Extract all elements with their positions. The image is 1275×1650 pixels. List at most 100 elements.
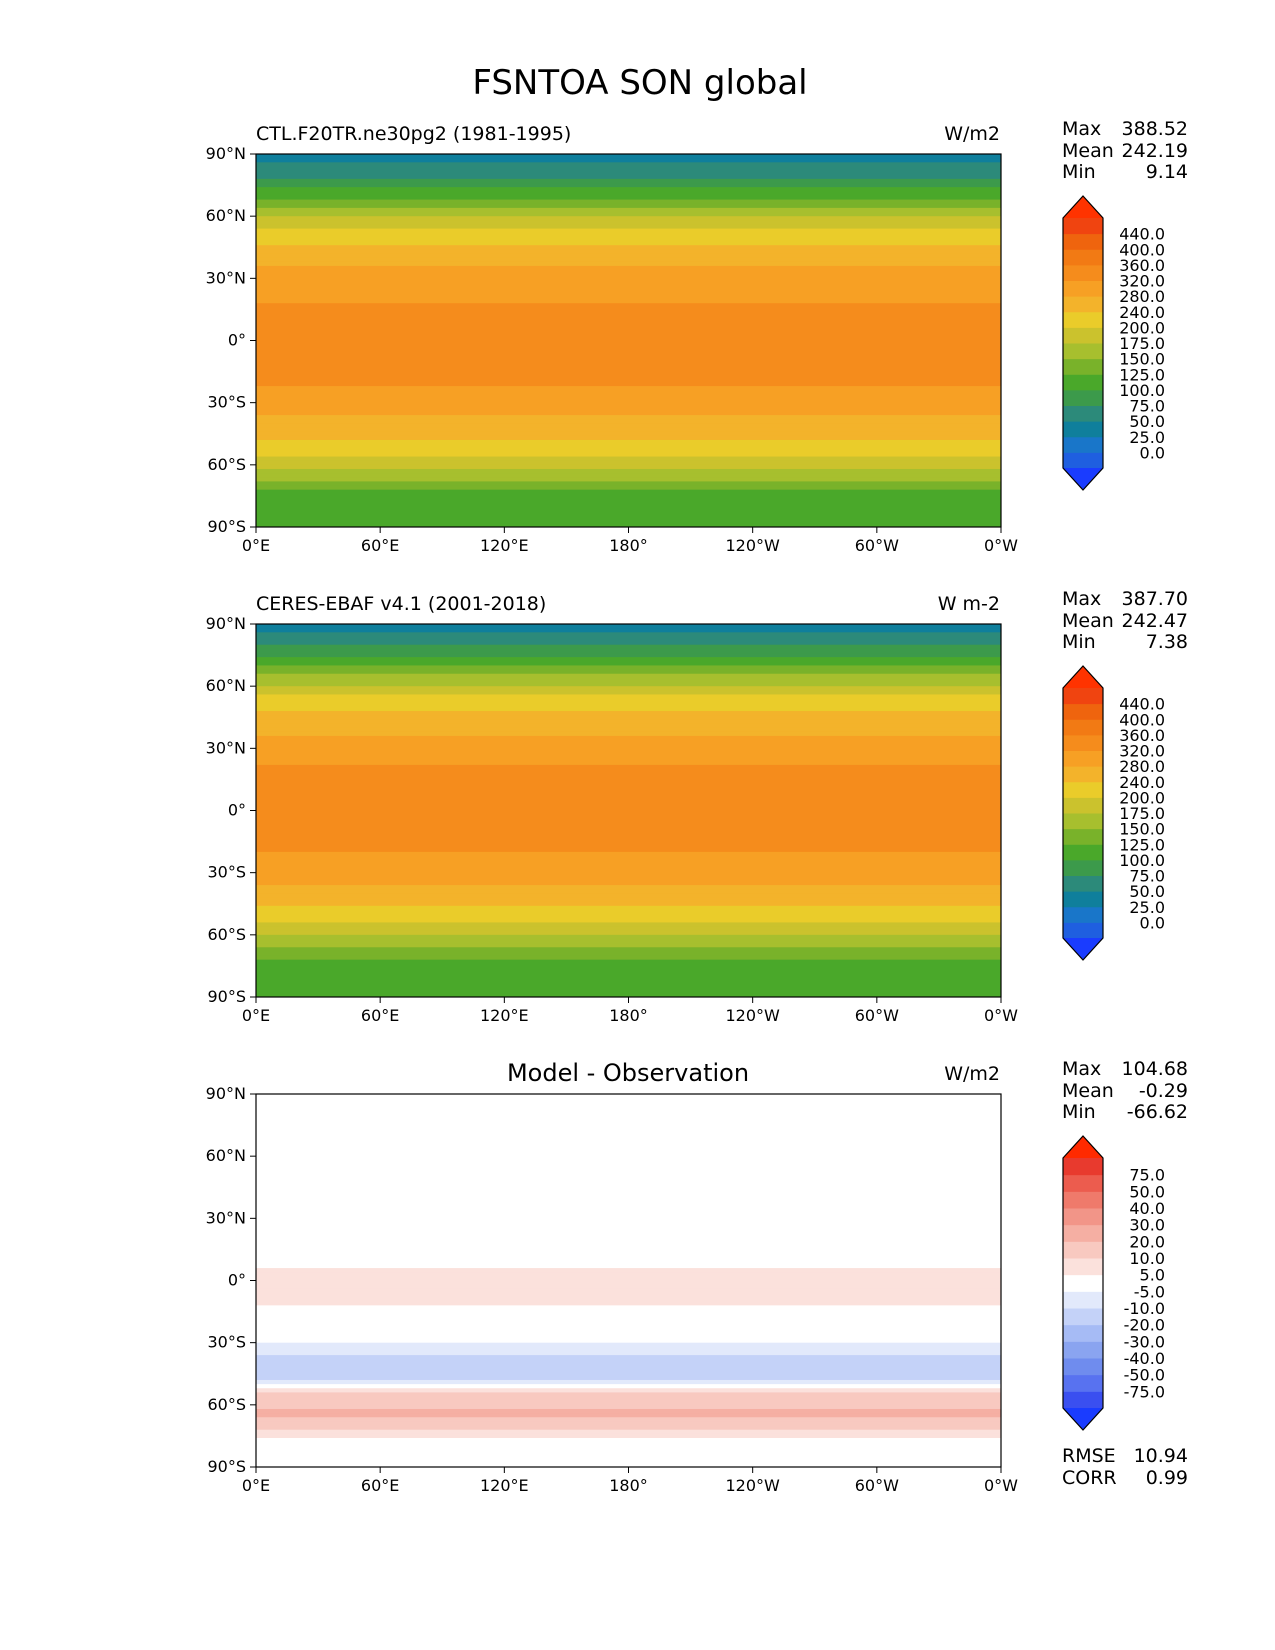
map-band (256, 868, 1001, 874)
map-band (256, 514, 1001, 520)
map-band (256, 893, 1001, 899)
map-band (256, 1131, 1001, 1137)
map-band (256, 1450, 1001, 1456)
map-band (256, 735, 1001, 741)
lon-tick-label: 0°E (242, 1006, 270, 1025)
map-band (256, 926, 1001, 932)
panel-2-map (256, 624, 1001, 997)
map-band (256, 357, 1001, 362)
map-band (256, 319, 1001, 325)
map-band (256, 502, 1001, 507)
map-band (256, 348, 1001, 354)
colorbar-segment (1063, 688, 1103, 705)
map-band (256, 1102, 1001, 1108)
map-band (256, 265, 1001, 271)
lon-tick-label: 120°W (725, 1006, 780, 1025)
lon-tick-label: 0°E (242, 1476, 270, 1495)
map-band (256, 224, 1001, 230)
map-band (256, 793, 1001, 799)
map-band (256, 386, 1001, 391)
map-band (256, 307, 1001, 313)
lon-tick-label: 60°W (855, 536, 899, 555)
map-band (256, 943, 1001, 948)
map-band (256, 756, 1001, 762)
colorbar-tick-label: 175.0 (1119, 804, 1165, 823)
colorbar-segment (1063, 249, 1103, 266)
map-band (256, 872, 1001, 878)
colorbar-segment (1063, 1341, 1103, 1359)
map-band (256, 427, 1001, 433)
map-band (256, 332, 1001, 337)
map-band (256, 648, 1001, 654)
panel-2-lat-axis: 90°N 60°N 30°N 0° 30°S 60°S 90°S (206, 614, 256, 1006)
colorbar-tick-label: 280.0 (1119, 287, 1165, 306)
colorbar-tick-label: 360.0 (1119, 256, 1165, 275)
map-band (256, 439, 1001, 445)
lat-tick-label: 30°S (207, 863, 246, 882)
map-band (256, 1350, 1001, 1356)
map-band (256, 839, 1001, 845)
map-band (256, 636, 1001, 642)
map-band (256, 843, 1001, 849)
lat-tick-label: 60°N (206, 206, 246, 225)
map-band (256, 706, 1001, 712)
map-band (256, 1388, 1001, 1393)
colorbar-tick-label: -50.0 (1124, 1366, 1165, 1385)
map-band (256, 299, 1001, 304)
map-band (256, 1375, 1001, 1381)
panel-1-max-value: 388.52 (1122, 118, 1188, 140)
colorbar-segment (1063, 844, 1103, 861)
map-band (256, 361, 1001, 366)
map-band (256, 922, 1001, 928)
panel-1-colorbar: 0.025.050.075.0100.0125.0150.0175.0200.0… (1062, 195, 1165, 491)
map-band (256, 1446, 1001, 1452)
map-band (256, 257, 1001, 263)
lat-tick-label: 30°N (206, 268, 246, 287)
colorbar-segment (1063, 1324, 1103, 1342)
map-band (256, 818, 1001, 824)
colorbar-segment (1063, 233, 1103, 250)
map-band (256, 1346, 1001, 1352)
colorbar-segment (1063, 421, 1103, 438)
map-band (256, 644, 1001, 650)
panel-3-stats: Max 104.68 Mean -0.29 Min -66.62 (1062, 1058, 1188, 1123)
map-band (256, 1189, 1001, 1195)
map-band (256, 232, 1001, 238)
map-band (256, 988, 1001, 994)
lat-tick-label: 0° (228, 1271, 246, 1290)
map-band (256, 493, 1001, 499)
map-band (256, 876, 1001, 882)
map-band (256, 178, 1001, 184)
colorbar-tick-label: 50.0 (1129, 412, 1165, 431)
map-band (256, 1276, 1001, 1282)
map-band (256, 1442, 1001, 1447)
colorbar-segment (1063, 734, 1103, 752)
lon-tick-label: 120°E (480, 1476, 529, 1495)
map-band (256, 1110, 1001, 1116)
map-band (256, 698, 1001, 704)
map-band (256, 773, 1001, 778)
map-band (256, 1164, 1001, 1170)
map-band (256, 905, 1001, 911)
colorbar-segment (1063, 1291, 1103, 1309)
colorbar-segment (1063, 264, 1103, 282)
map-band (256, 1243, 1001, 1248)
panel-2-min-value: 7.38 (1146, 631, 1188, 653)
panel-3-min-value: -66.62 (1127, 1101, 1188, 1123)
colorbar-segment (1063, 327, 1103, 344)
map-band (256, 1280, 1001, 1286)
panel-2-mean-value: 242.47 (1122, 610, 1188, 632)
lat-tick-label: 60°S (207, 925, 246, 944)
map-band (256, 851, 1001, 857)
panel-2-units: W m-2 (938, 593, 1000, 615)
colorbar-tick-label: -30.0 (1124, 1332, 1165, 1351)
map-band (256, 1462, 1001, 1467)
map-band (256, 860, 1001, 865)
colorbar-tick-label: 75.0 (1129, 867, 1165, 886)
map-band (256, 951, 1001, 957)
map-band (256, 261, 1001, 267)
panel-1-mean-label: Mean (1062, 140, 1114, 162)
colorbar-segment (1063, 296, 1103, 313)
map-band (256, 1400, 1001, 1406)
map-band (256, 657, 1001, 662)
